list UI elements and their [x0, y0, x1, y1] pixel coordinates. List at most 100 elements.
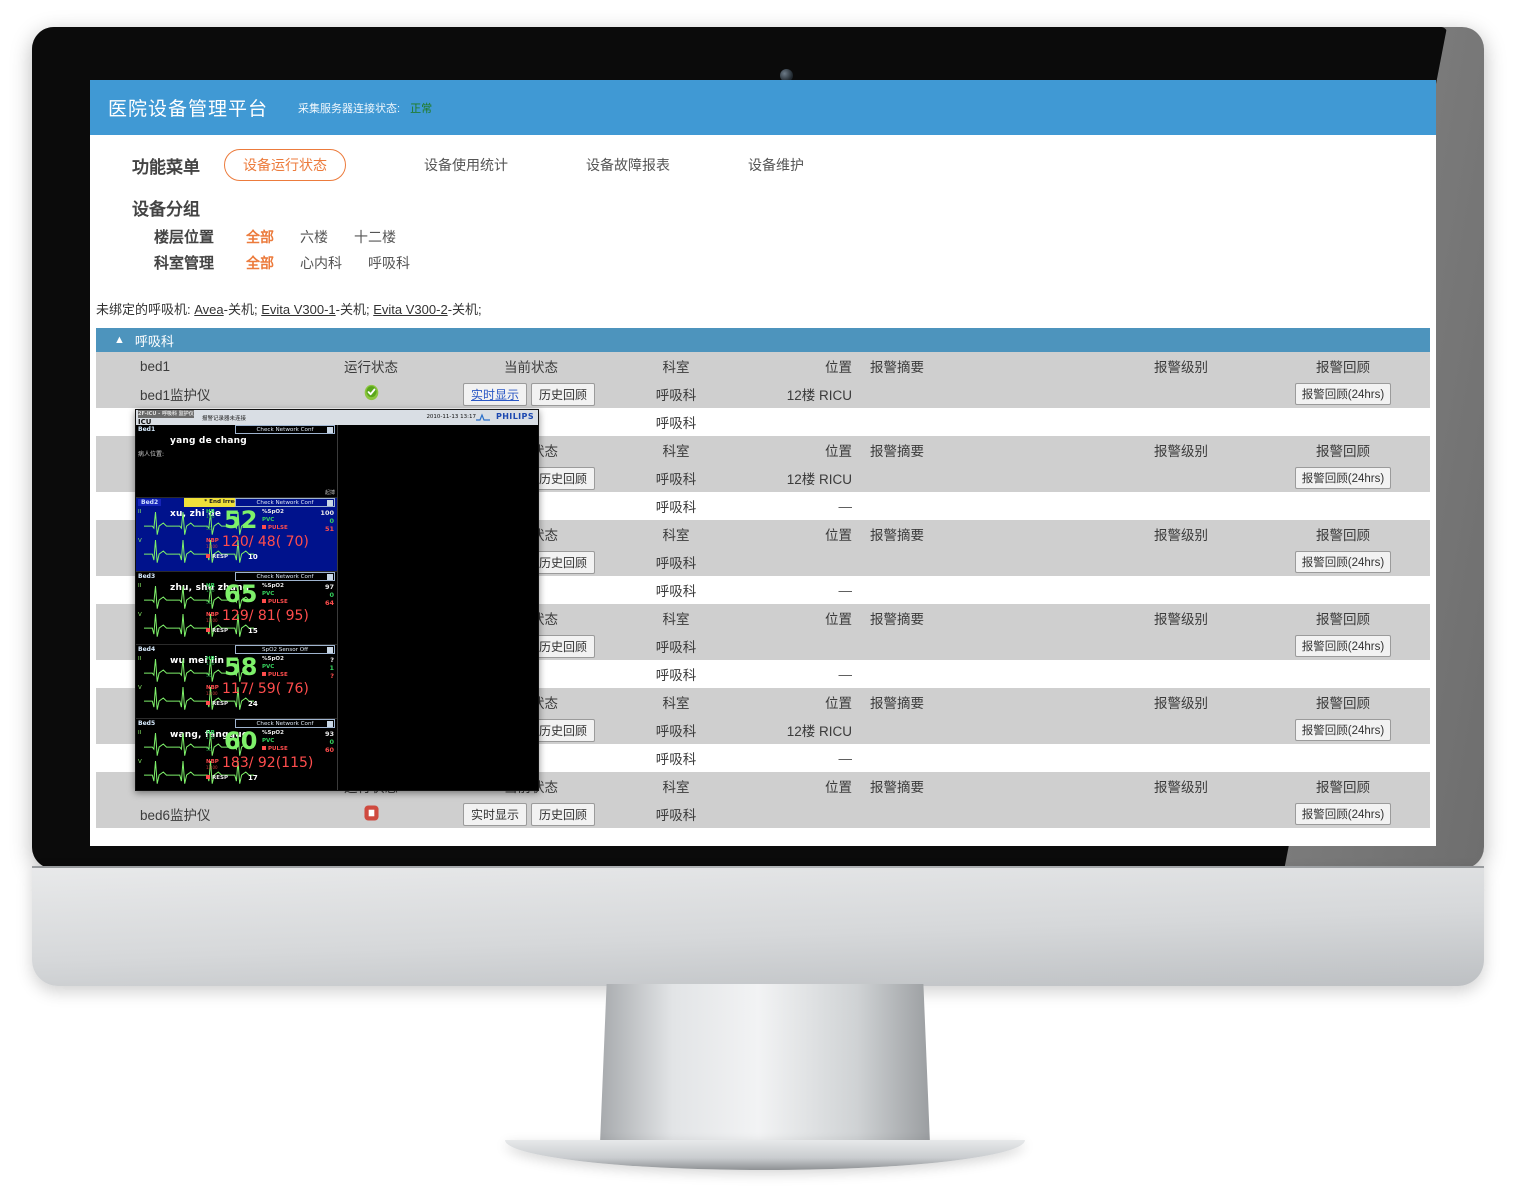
ventilator-alarm-level	[1106, 576, 1256, 604]
dropdown-arrow-icon[interactable]	[327, 720, 333, 727]
device-alarm-summary	[856, 800, 1106, 828]
philips-spo2-label: %SpO2	[262, 582, 284, 589]
unbound-vent-link-evita-v300-2[interactable]: Evita V300-2	[373, 302, 448, 317]
filter-dept-cardiology[interactable]: 心内科	[300, 254, 342, 271]
header-location: 位置	[825, 360, 852, 375]
philips-hr-upper-limit: 120	[206, 662, 215, 668]
philips-nbp-label: NBP	[206, 685, 219, 692]
alarm-review-24hrs-button[interactable]: 报警回顾(24hrs)	[1294, 551, 1392, 573]
history-review-button[interactable]: 历史回顾	[531, 802, 596, 826]
ventilator-alarm-summary	[856, 660, 1106, 688]
device-current-status: 实时显示历史回顾	[446, 380, 616, 408]
live-display-button[interactable]: 实时显示	[462, 802, 527, 826]
philips-alarm-text: * End Irregular HR	[184, 498, 282, 508]
philips-monitor-preview[interactable]: 2F-ICU - 呼吸科 监护仪 ICU 报警记录器未连接 2010-11-13…	[135, 409, 539, 791]
philips-resp-value: 10	[248, 553, 258, 562]
philips-spo2-label: %SpO2	[262, 656, 284, 663]
alarm-review-24hrs-button[interactable]: 报警回顾(24hrs)	[1294, 383, 1392, 405]
alarm-review-24hrs-button[interactable]: 报警回顾(24hrs)	[1294, 467, 1392, 489]
device-alarm-level	[1106, 464, 1256, 492]
history-review-button[interactable]: 历史回顾	[531, 718, 596, 742]
philips-hr-label: HR	[206, 509, 215, 516]
philips-hr-value: 58	[224, 653, 258, 682]
header-alarm-summary: 报警摘要	[870, 360, 924, 375]
history-review-button[interactable]: 历史回顾	[531, 466, 596, 490]
philips-lead-2: V	[138, 611, 142, 618]
philips-bed-id: Bed3	[138, 572, 156, 580]
philips-bed-cell[interactable]: Bed2 * End Irregular HR Check Network Conf…	[136, 498, 337, 572]
tab-device-usage-stats[interactable]: 设备使用统计	[424, 157, 508, 173]
tab-device-maintenance[interactable]: 设备维护	[748, 157, 804, 173]
philips-network-conf-button[interactable]: Check Network Conf	[235, 571, 335, 581]
monitor-stand-neck	[600, 984, 930, 1144]
live-display-button[interactable]: 实时显示	[462, 382, 527, 406]
philips-spo2-label: %SpO2	[262, 729, 284, 736]
dropdown-arrow-icon[interactable]	[327, 647, 333, 654]
philips-network-conf-button[interactable]: Check Network Conf	[235, 718, 335, 728]
unbound-vent-link-evita-v300-1[interactable]: Evita V300-1	[261, 302, 336, 317]
dropdown-arrow-icon[interactable]	[327, 500, 333, 507]
header-alarm-review: 报警回顾	[1316, 780, 1370, 795]
philips-bed-id: Bed5	[138, 719, 156, 727]
history-review-button[interactable]: 历史回顾	[531, 382, 596, 406]
history-review-button[interactable]: 历史回顾	[531, 634, 596, 658]
filter-dept-all[interactable]: 全部	[246, 254, 274, 271]
header-dept: 科室	[662, 360, 690, 375]
header-current-status: 当前状态	[504, 360, 558, 375]
filter-floor-all[interactable]: 全部	[246, 228, 274, 245]
ventilator-alarm-level	[1106, 744, 1256, 772]
ecg-waveform	[144, 659, 254, 682]
function-menu-area: 功能菜单 设备运行状态 设备使用统计 设备故障报表 设备维护 设备分组 楼层位置…	[90, 135, 1436, 273]
device-run-status	[296, 800, 446, 828]
device-location	[736, 548, 856, 576]
filter-dept-respiratory[interactable]: 呼吸科	[368, 254, 410, 271]
philips-ward-sub: 2F-ICU - 呼吸科 监护仪	[138, 410, 194, 418]
philips-patient-name: zhu, shu zhang	[170, 582, 250, 593]
alarm-review-24hrs-button[interactable]: 报警回顾(24hrs)	[1294, 635, 1392, 657]
philips-nbp-time: 13:00	[206, 691, 218, 697]
philips-hr-upper-limit: 120	[206, 515, 215, 521]
device-location	[736, 632, 856, 660]
philips-ward-label: 2F-ICU - 呼吸科 监护仪 ICU	[138, 410, 194, 426]
dropdown-arrow-icon[interactable]	[327, 573, 333, 580]
philips-spo2-label: %SpO2	[262, 509, 284, 516]
chevron-up-icon[interactable]: ▲	[114, 333, 125, 346]
tab-device-run-status[interactable]: 设备运行状态	[224, 149, 346, 181]
header-run-status: 运行状态	[344, 360, 398, 375]
device-alarm-level	[1106, 632, 1256, 660]
philips-network-conf-button[interactable]: SpO2 Sensor Off	[235, 645, 335, 655]
header-alarm-review: 报警回顾	[1316, 528, 1370, 543]
device-alarm-review: 报警回顾(24hrs)	[1256, 716, 1430, 744]
history-review-button[interactable]: 历史回顾	[531, 550, 596, 574]
philips-bed-cell[interactable]: Bed1 Check Network Conf yang de chang 病人位置:…	[136, 425, 337, 499]
philips-lead-1: II	[138, 729, 142, 736]
alarm-review-24hrs-button[interactable]: 报警回顾(24hrs)	[1294, 803, 1392, 825]
ecg-waveform	[144, 512, 254, 536]
philips-lead-1: II	[138, 582, 142, 589]
device-alarm-review: 报警回顾(24hrs)	[1256, 548, 1430, 576]
header-alarm-review: 报警回顾	[1316, 696, 1370, 711]
group-header-respiratory[interactable]: ▲ 呼吸科	[96, 328, 1430, 352]
philips-nbp-time: 13:00	[206, 764, 218, 770]
ventilator-location: —	[838, 666, 853, 682]
ventilator-alarm-review	[1256, 576, 1430, 604]
filter-floor-6f[interactable]: 六楼	[300, 228, 328, 245]
tab-device-fault-report[interactable]: 设备故障报表	[586, 157, 670, 173]
header-alarm-level: 报警级别	[1154, 780, 1208, 795]
header-dept: 科室	[662, 444, 690, 459]
philips-hr-lower-limit: 50	[206, 747, 212, 753]
philips-hr-value: 60	[224, 726, 258, 755]
unbound-vent-link-avea[interactable]: Avea	[194, 302, 224, 317]
device-grouping-title: 设备分组	[132, 200, 200, 219]
philips-network-conf-button[interactable]: Check Network Conf	[235, 498, 335, 508]
filter-label-dept: 科室管理	[154, 255, 215, 272]
header-alarm-summary: 报警摘要	[870, 444, 924, 459]
dropdown-arrow-icon[interactable]	[327, 427, 333, 433]
philips-network-conf-button[interactable]: Check Network Conf	[235, 425, 335, 434]
filter-floor-12f[interactable]: 十二楼	[354, 228, 396, 245]
alarm-review-24hrs-button[interactable]: 报警回顾(24hrs)	[1294, 719, 1392, 741]
philips-nbp-time: 13:00	[206, 544, 218, 550]
